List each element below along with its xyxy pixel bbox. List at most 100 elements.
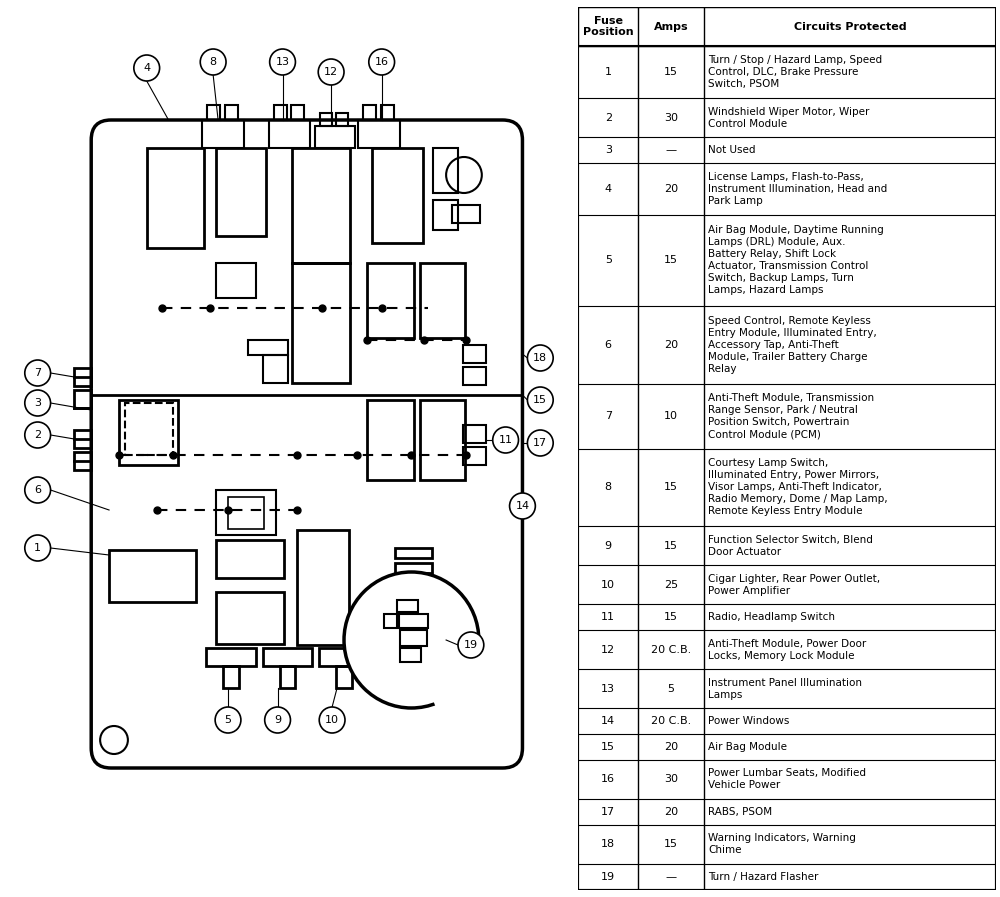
- Bar: [452, 205, 480, 223]
- Text: 8: 8: [210, 57, 217, 67]
- Bar: [367, 400, 414, 480]
- Circle shape: [265, 707, 290, 733]
- Text: 5: 5: [225, 715, 232, 725]
- Circle shape: [25, 360, 51, 386]
- Text: 15: 15: [664, 256, 678, 266]
- Text: 9: 9: [274, 715, 281, 725]
- Text: Warning Indicators, Warning
Chime: Warning Indicators, Warning Chime: [708, 833, 856, 856]
- Bar: [228, 497, 264, 529]
- Text: 2: 2: [34, 430, 41, 440]
- Text: Turn / Hazard Flasher: Turn / Hazard Flasher: [708, 872, 818, 882]
- Text: 17: 17: [601, 807, 615, 817]
- Text: 3: 3: [605, 145, 612, 155]
- Bar: [420, 263, 465, 338]
- Text: 15: 15: [664, 613, 678, 623]
- Bar: [125, 403, 173, 455]
- Bar: [263, 355, 288, 383]
- Text: 17: 17: [533, 438, 547, 448]
- Text: Cigar Lighter, Rear Power Outlet,
Power Amplifier: Cigar Lighter, Rear Power Outlet, Power …: [708, 574, 880, 596]
- Text: RABS, PSOM: RABS, PSOM: [708, 807, 772, 817]
- Bar: [119, 400, 178, 465]
- Bar: [463, 367, 486, 385]
- Text: 1: 1: [605, 67, 612, 77]
- Bar: [320, 113, 332, 126]
- Text: 7: 7: [605, 411, 612, 421]
- Text: 7: 7: [34, 368, 41, 378]
- Bar: [319, 648, 369, 666]
- Bar: [463, 425, 486, 443]
- Bar: [463, 345, 486, 363]
- Text: Turn / Stop / Hazard Lamp, Speed
Control, DLC, Brake Pressure
Switch, PSOM: Turn / Stop / Hazard Lamp, Speed Control…: [708, 55, 882, 89]
- Text: 18: 18: [533, 353, 547, 363]
- Text: Function Selector Switch, Blend
Door Actuator: Function Selector Switch, Blend Door Act…: [708, 535, 873, 557]
- Text: 6: 6: [605, 340, 612, 350]
- Text: 5: 5: [668, 684, 675, 693]
- Text: 20 C.B.: 20 C.B.: [651, 716, 691, 726]
- Text: 14: 14: [601, 716, 615, 726]
- Text: 10: 10: [325, 715, 339, 725]
- Bar: [223, 666, 239, 688]
- Bar: [367, 263, 414, 338]
- Bar: [400, 630, 427, 646]
- Text: 3: 3: [34, 398, 41, 408]
- Text: 1: 1: [34, 543, 41, 553]
- Text: Fuse
Position: Fuse Position: [583, 16, 634, 38]
- Bar: [291, 105, 304, 120]
- Bar: [147, 148, 204, 248]
- Text: 12: 12: [601, 645, 615, 655]
- Bar: [363, 105, 376, 120]
- Text: 16: 16: [601, 774, 615, 785]
- Text: 20 C.B.: 20 C.B.: [651, 645, 691, 655]
- Text: 12: 12: [324, 67, 338, 77]
- Text: 16: 16: [375, 57, 389, 67]
- Circle shape: [25, 422, 51, 448]
- Text: 11: 11: [499, 435, 513, 445]
- Text: 14: 14: [515, 501, 530, 511]
- Text: 30: 30: [664, 112, 678, 123]
- Bar: [292, 148, 350, 263]
- Text: Windshield Wiper Motor, Wiper
Control Module: Windshield Wiper Motor, Wiper Control Mo…: [708, 107, 869, 128]
- Circle shape: [527, 345, 553, 371]
- Text: 13: 13: [276, 57, 290, 67]
- Bar: [202, 120, 244, 148]
- Bar: [74, 390, 91, 408]
- Text: 15: 15: [601, 742, 615, 752]
- Bar: [372, 148, 423, 243]
- Text: 30: 30: [664, 774, 678, 785]
- Bar: [263, 648, 312, 666]
- Text: Courtesy Lamp Switch,
Illuminated Entry, Power Mirrors,
Visor Lamps, Anti-Theft : Courtesy Lamp Switch, Illuminated Entry,…: [708, 458, 888, 517]
- Text: 11: 11: [601, 613, 615, 623]
- Bar: [74, 452, 91, 470]
- Bar: [315, 126, 355, 148]
- Bar: [297, 530, 349, 645]
- Text: Radio, Headlamp Switch: Radio, Headlamp Switch: [708, 613, 835, 623]
- Text: 15: 15: [664, 840, 678, 849]
- Bar: [463, 447, 486, 465]
- Text: 25: 25: [664, 579, 678, 590]
- Text: Air Bag Module: Air Bag Module: [708, 742, 787, 752]
- Bar: [578, 7, 996, 46]
- Bar: [216, 490, 276, 535]
- Circle shape: [25, 535, 51, 561]
- Circle shape: [100, 726, 128, 754]
- Circle shape: [493, 427, 518, 453]
- FancyBboxPatch shape: [91, 120, 522, 768]
- Bar: [248, 340, 288, 355]
- Bar: [216, 148, 266, 236]
- Text: 18: 18: [601, 840, 615, 849]
- Text: 13: 13: [601, 684, 615, 693]
- Text: Air Bag Module, Daytime Running
Lamps (DRL) Module, Aux.
Battery Relay, Shift Lo: Air Bag Module, Daytime Running Lamps (D…: [708, 225, 884, 295]
- Bar: [358, 120, 400, 148]
- Circle shape: [527, 430, 553, 456]
- Text: Circuits Protected: Circuits Protected: [794, 22, 906, 31]
- Bar: [74, 430, 91, 448]
- Text: 20: 20: [664, 340, 678, 350]
- Text: 19: 19: [464, 640, 478, 650]
- Text: 4: 4: [143, 63, 150, 73]
- Circle shape: [270, 49, 295, 75]
- Bar: [206, 648, 256, 666]
- Bar: [292, 263, 350, 383]
- Circle shape: [134, 55, 160, 81]
- Bar: [336, 113, 348, 126]
- Text: 15: 15: [664, 67, 678, 77]
